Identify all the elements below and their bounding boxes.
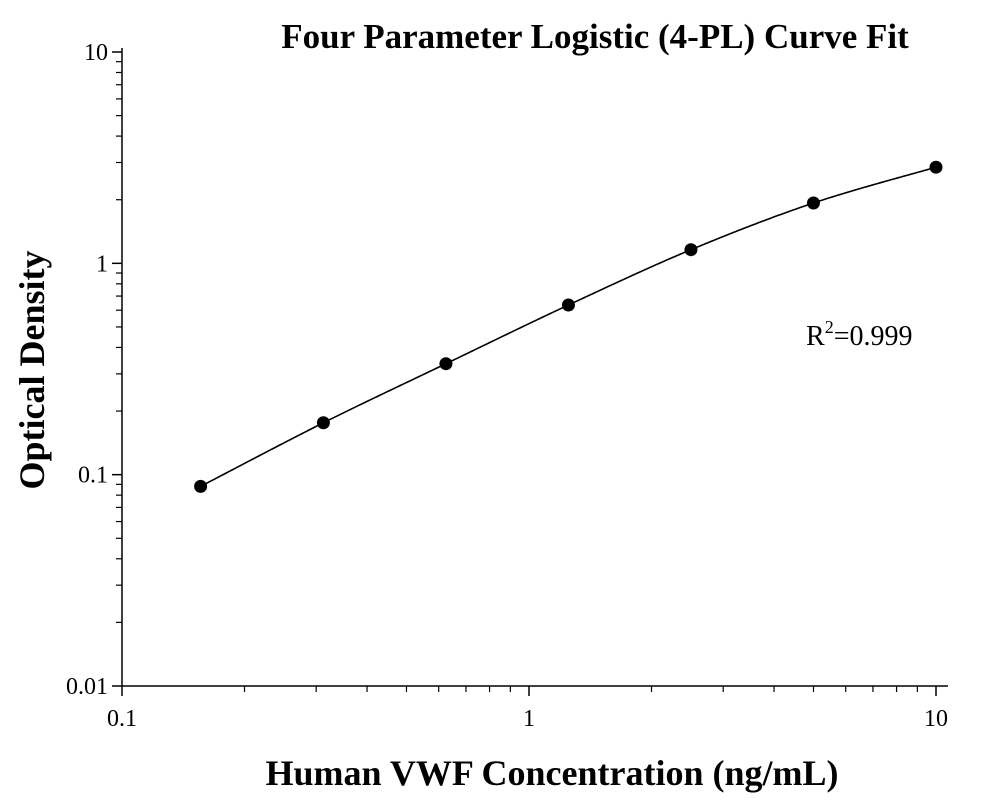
r-squared-annotation: R2=0.999: [806, 317, 912, 352]
data-point: [806, 196, 820, 210]
tick-labels: 0.1 1 10 0.01 0.1 1 10: [66, 40, 948, 732]
data-point: [316, 416, 330, 430]
x-axis-title: Human VWF Concentration (ng/mL): [265, 753, 838, 793]
r-squared-value: =0.999: [834, 321, 913, 352]
r-squared-exponent: 2: [825, 317, 834, 337]
y-axis-title: Optical Density: [12, 251, 52, 490]
y-tick-label: 1: [96, 251, 108, 277]
x-tick-label: 1: [523, 706, 535, 732]
y-tick-label: 10: [84, 40, 108, 66]
data-point: [561, 298, 575, 312]
r-squared-letter: R: [806, 321, 825, 352]
x-tick-label: 0.1: [107, 706, 137, 732]
x-tick-label: 10: [924, 706, 948, 732]
y-tick-label: 0.01: [66, 674, 108, 700]
data-point: [929, 160, 943, 174]
data-point: [194, 479, 208, 493]
tick-marks: [112, 51, 937, 696]
data-point: [439, 357, 453, 371]
data-points: [194, 160, 943, 493]
y-tick-label: 0.1: [78, 463, 108, 489]
chart-title: Four Parameter Logistic (4-PL) Curve Fit: [281, 17, 909, 56]
axes: [121, 48, 948, 687]
data-point: [684, 243, 698, 257]
